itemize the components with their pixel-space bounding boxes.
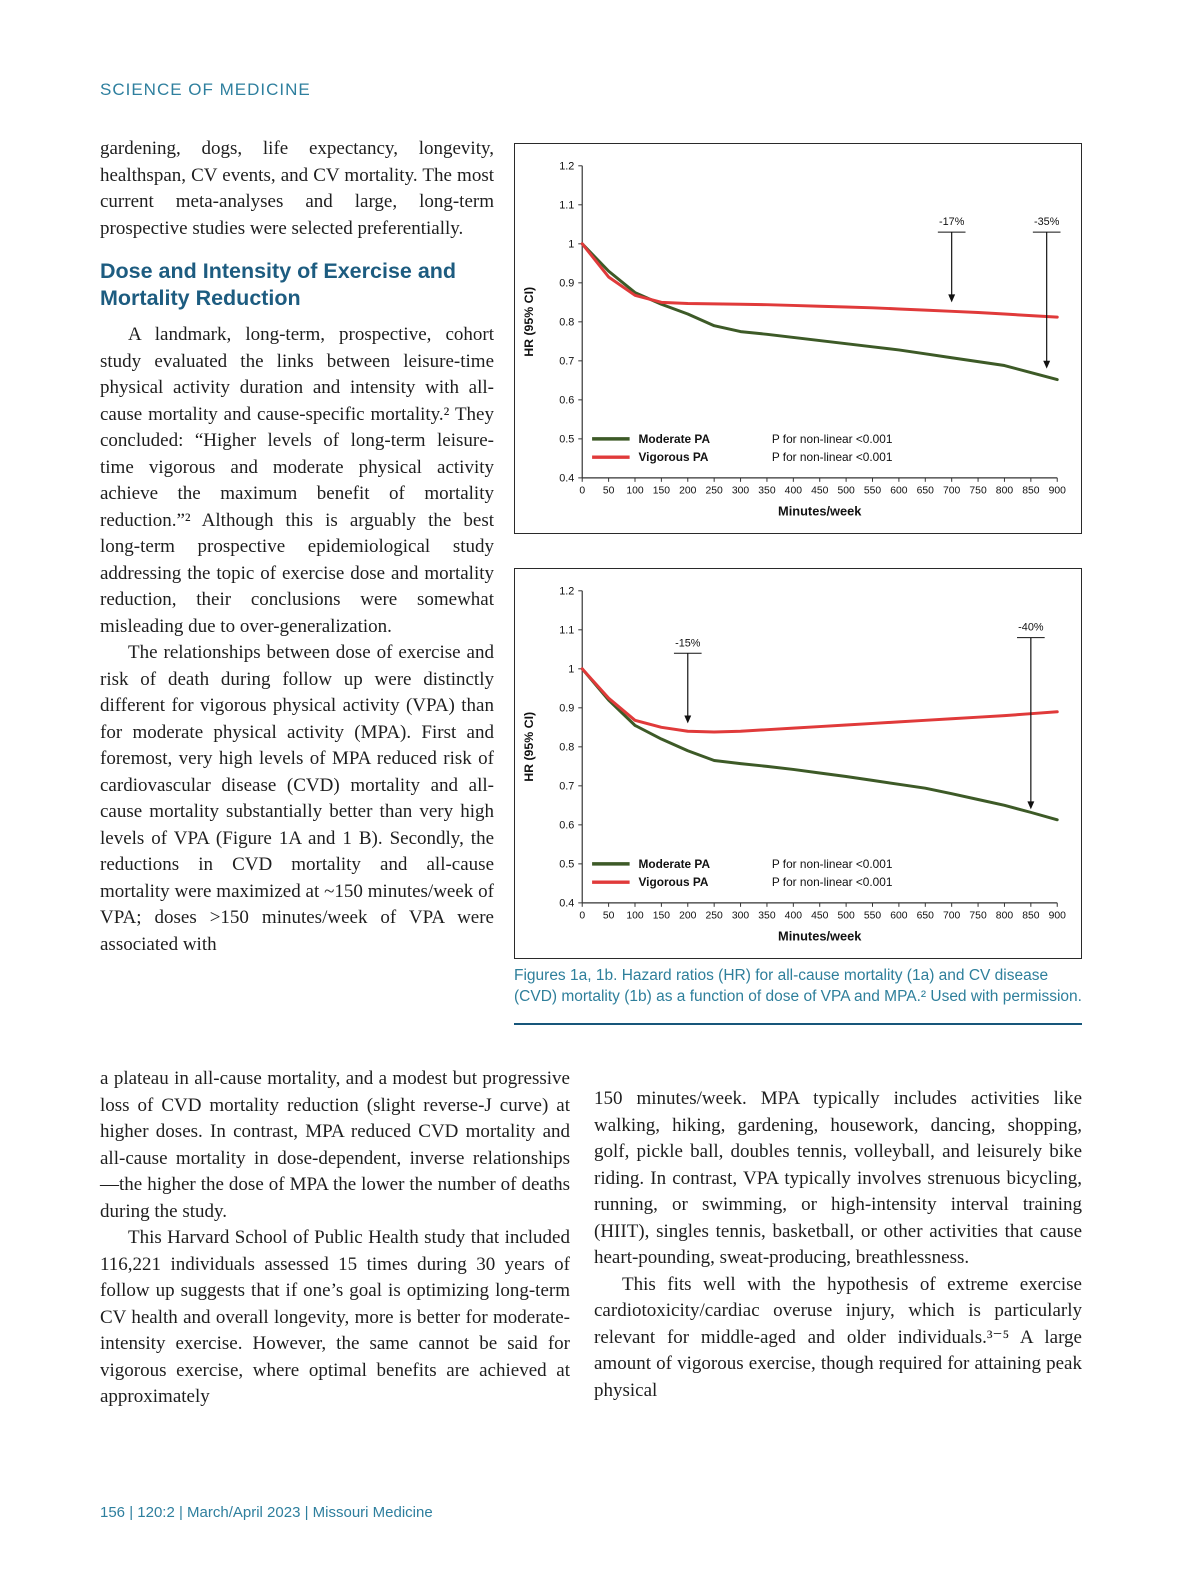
svg-text:650: 650 (917, 486, 935, 497)
svg-text:1.2: 1.2 (559, 585, 574, 597)
left-column-bottom: a plateau in all-cause mortality, and a … (100, 1066, 570, 1411)
svg-text:250: 250 (706, 486, 724, 497)
paragraph-plateau: a plateau in all-cause mortality, and a … (100, 1068, 570, 1222)
svg-text:Minutes/week: Minutes/week (778, 503, 862, 518)
svg-text:P for non-linear <0.001: P for non-linear <0.001 (772, 432, 893, 446)
svg-text:-35%: -35% (1034, 216, 1060, 228)
svg-text:0.9: 0.9 (559, 277, 574, 289)
svg-text:400: 400 (785, 911, 803, 922)
svg-text:200: 200 (679, 486, 697, 497)
section-heading: Dose and Intensity of Exercise and Morta… (100, 259, 457, 310)
svg-text:-40%: -40% (1018, 622, 1044, 634)
svg-text:Vigorous PA: Vigorous PA (639, 450, 709, 464)
svg-text:-17%: -17% (939, 216, 965, 228)
svg-text:1: 1 (568, 663, 574, 675)
svg-text:200: 200 (679, 911, 697, 922)
paragraph-continuation: gardening, dogs, life expectancy, longev… (100, 138, 494, 239)
svg-text:450: 450 (811, 911, 829, 922)
svg-text:800: 800 (996, 911, 1014, 922)
svg-text:550: 550 (864, 911, 882, 922)
svg-text:Minutes/week: Minutes/week (778, 929, 862, 944)
svg-text:1.1: 1.1 (559, 624, 574, 636)
figure-1b: 0.4 0.5 0.6 0.7 0.8 0.9 1 1.1 1.2 0 50 100 150 200 250… (514, 568, 1082, 960)
left-column-top: gardening, dogs, life expectancy, longev… (100, 136, 494, 958)
svg-text:Moderate PA: Moderate PA (639, 857, 711, 871)
svg-text:Vigorous PA: Vigorous PA (639, 875, 709, 889)
svg-text:550: 550 (864, 486, 882, 497)
svg-text:900: 900 (1049, 911, 1067, 922)
svg-text:0.6: 0.6 (559, 820, 574, 832)
svg-text:0.4: 0.4 (559, 472, 574, 484)
svg-text:350: 350 (758, 911, 776, 922)
paragraph-mpa-vpa-activities: 150 minutes/week. MPA typically includes… (594, 1088, 1082, 1268)
svg-text:100: 100 (626, 911, 644, 922)
svg-text:150: 150 (653, 486, 671, 497)
paragraph-cardiotoxicity: This fits well with the hypothesis of ex… (594, 1273, 1082, 1401)
svg-text:50: 50 (603, 486, 615, 497)
svg-text:0.6: 0.6 (559, 394, 574, 406)
svg-text:0.8: 0.8 (559, 741, 574, 753)
svg-text:100: 100 (626, 486, 644, 497)
svg-text:HR (95% CI): HR (95% CI) (522, 712, 536, 782)
svg-text:0.5: 0.5 (559, 859, 574, 871)
svg-text:0.7: 0.7 (559, 355, 574, 367)
svg-text:0.7: 0.7 (559, 781, 574, 793)
figure-1b-chart: 0.4 0.5 0.6 0.7 0.8 0.9 1 1.1 1.2 0 50 100 150 200 250… (519, 575, 1077, 956)
svg-text:800: 800 (996, 486, 1014, 497)
svg-text:HR (95% CI): HR (95% CI) (522, 287, 536, 357)
page-footer: 156 | 120:2 | March/April 2023 | Missour… (100, 1504, 433, 1521)
svg-text:650: 650 (917, 911, 935, 922)
svg-text:0.5: 0.5 (559, 433, 574, 445)
svg-text:0.8: 0.8 (559, 316, 574, 328)
svg-text:700: 700 (943, 911, 961, 922)
svg-text:1.2: 1.2 (559, 160, 574, 172)
svg-text:50: 50 (603, 911, 615, 922)
fig1a-svg: 0.4 0.5 0.6 0.7 0.8 0.9 1 1.1 1.2 0 50 100 150 200 250… (522, 160, 1067, 518)
svg-text:500: 500 (837, 911, 855, 922)
svg-text:300: 300 (732, 911, 750, 922)
svg-text:0.9: 0.9 (559, 702, 574, 714)
svg-text:P for non-linear <0.001: P for non-linear <0.001 (772, 857, 893, 871)
svg-text:600: 600 (890, 486, 908, 497)
figure-stack: 0.4 0.5 0.6 0.7 0.8 0.9 1 1.1 1.2 0 50 100 150 200 250… (514, 143, 1082, 960)
figure-caption: Figures 1a, 1b. Hazard ratios (HR) for a… (514, 965, 1082, 1025)
svg-text:850: 850 (1022, 486, 1040, 497)
svg-text:600: 600 (890, 911, 908, 922)
figure-1a-chart: 0.4 0.5 0.6 0.7 0.8 0.9 1 1.1 1.2 0 50 100 150 200 250… (519, 150, 1077, 531)
svg-text:450: 450 (811, 486, 829, 497)
svg-text:300: 300 (732, 486, 750, 497)
paragraph-relationships: The relationships between dose of exerci… (100, 642, 494, 955)
svg-text:Moderate PA: Moderate PA (639, 432, 711, 446)
svg-text:-15%: -15% (675, 638, 701, 650)
svg-text:1: 1 (568, 238, 574, 250)
svg-text:150: 150 (653, 911, 671, 922)
paragraph-harvard-study: This Harvard School of Public Health stu… (100, 1227, 570, 1407)
fig1b-svg: 0.4 0.5 0.6 0.7 0.8 0.9 1 1.1 1.2 0 50 100 150 200 250… (522, 585, 1067, 944)
svg-text:750: 750 (969, 911, 987, 922)
svg-text:900: 900 (1049, 486, 1067, 497)
svg-text:1.1: 1.1 (559, 199, 574, 211)
svg-text:700: 700 (943, 486, 961, 497)
svg-text:850: 850 (1022, 911, 1040, 922)
paragraph-landmark-study: A landmark, long-term, prospective, coho… (100, 324, 494, 637)
svg-text:750: 750 (969, 486, 987, 497)
svg-text:400: 400 (785, 486, 803, 497)
svg-text:0: 0 (579, 911, 585, 922)
svg-text:P for non-linear <0.001: P for non-linear <0.001 (772, 875, 893, 889)
svg-text:250: 250 (706, 911, 724, 922)
figure-1a: 0.4 0.5 0.6 0.7 0.8 0.9 1 1.1 1.2 0 50 100 150 200 250… (514, 143, 1082, 535)
svg-text:500: 500 (837, 486, 855, 497)
svg-text:P for non-linear <0.001: P for non-linear <0.001 (772, 450, 893, 464)
section-kicker: SCIENCE OF MEDICINE (100, 80, 311, 99)
svg-text:350: 350 (758, 486, 776, 497)
svg-text:0: 0 (579, 486, 585, 497)
svg-text:0.4: 0.4 (559, 898, 574, 910)
right-column-bottom: 150 minutes/week. MPA typically includes… (594, 1086, 1082, 1404)
